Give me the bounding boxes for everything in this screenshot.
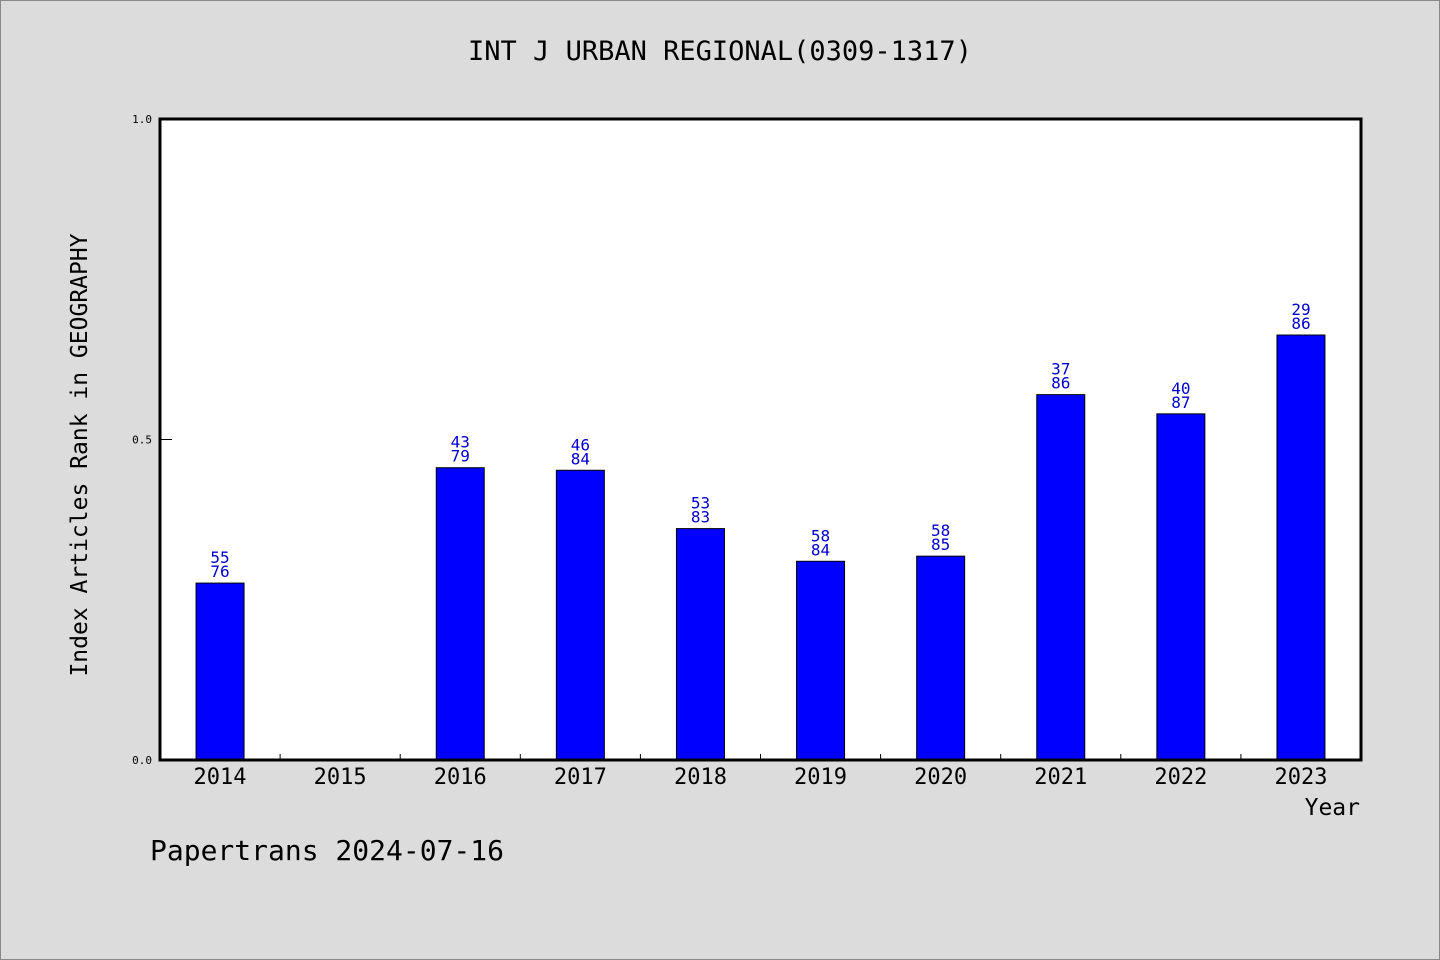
- bar-2022: [1156, 413, 1206, 761]
- x-tick-label-2021: 2021: [1034, 765, 1087, 790]
- bar-2016: [435, 467, 485, 761]
- x-tick-label-2016: 2016: [434, 765, 487, 790]
- bar-label-bottom-2023: 86: [1291, 314, 1310, 333]
- y-tick-label: 0.5: [132, 434, 152, 447]
- x-axis-label: Year: [1304, 795, 1360, 821]
- bar-2020: [916, 555, 966, 761]
- bar-label-bottom-2021: 86: [1051, 374, 1070, 393]
- x-tick-label-2019: 2019: [794, 765, 847, 790]
- bar-label-bottom-2014: 76: [210, 562, 229, 581]
- x-tick-label-2023: 2023: [1274, 765, 1327, 790]
- x-tick-label-2017: 2017: [554, 765, 607, 790]
- bar-2014: [195, 582, 245, 761]
- chart-title: INT J URBAN REGIONAL(0309-1317): [468, 36, 972, 67]
- bar-label-top-2020: 58: [931, 521, 950, 540]
- bar-label-bottom-2019: 84: [811, 540, 830, 559]
- footer-credit: Papertrans 2024-07-16: [150, 834, 505, 867]
- bar-2021: [1036, 394, 1086, 761]
- bar-label-top-2016: 43: [451, 433, 470, 452]
- bar-label-top-2019: 58: [811, 526, 830, 545]
- bar-2017: [555, 469, 605, 761]
- plot-border: [158, 117, 1363, 762]
- bar-label-top-2021: 37: [1051, 360, 1070, 379]
- bar-2018: [675, 528, 725, 761]
- bar-label-bottom-2020: 85: [931, 535, 950, 554]
- bar-label-top-2014: 55: [210, 548, 229, 567]
- x-tick-label-2020: 2020: [914, 765, 967, 790]
- bar-2023: [1276, 334, 1326, 761]
- x-tick-label-2015: 2015: [314, 765, 367, 790]
- bar-label-bottom-2018: 83: [691, 508, 710, 527]
- bar-label-bottom-2017: 84: [571, 449, 590, 468]
- bar-label-top-2018: 53: [691, 494, 710, 513]
- bar-label-top-2022: 40: [1171, 379, 1190, 398]
- x-tick-label-2022: 2022: [1154, 765, 1207, 790]
- bar-label-bottom-2022: 87: [1171, 393, 1190, 412]
- y-tick-label: 0.0: [132, 754, 152, 767]
- bar-label-top-2023: 29: [1291, 300, 1310, 319]
- bar-label-top-2017: 46: [571, 435, 590, 454]
- x-tick-label-2014: 2014: [194, 765, 247, 790]
- x-tick-label-2018: 2018: [674, 765, 727, 790]
- bar-2019: [796, 560, 846, 761]
- bar-label-bottom-2016: 79: [451, 447, 470, 466]
- y-tick-label: 1.0: [132, 113, 152, 126]
